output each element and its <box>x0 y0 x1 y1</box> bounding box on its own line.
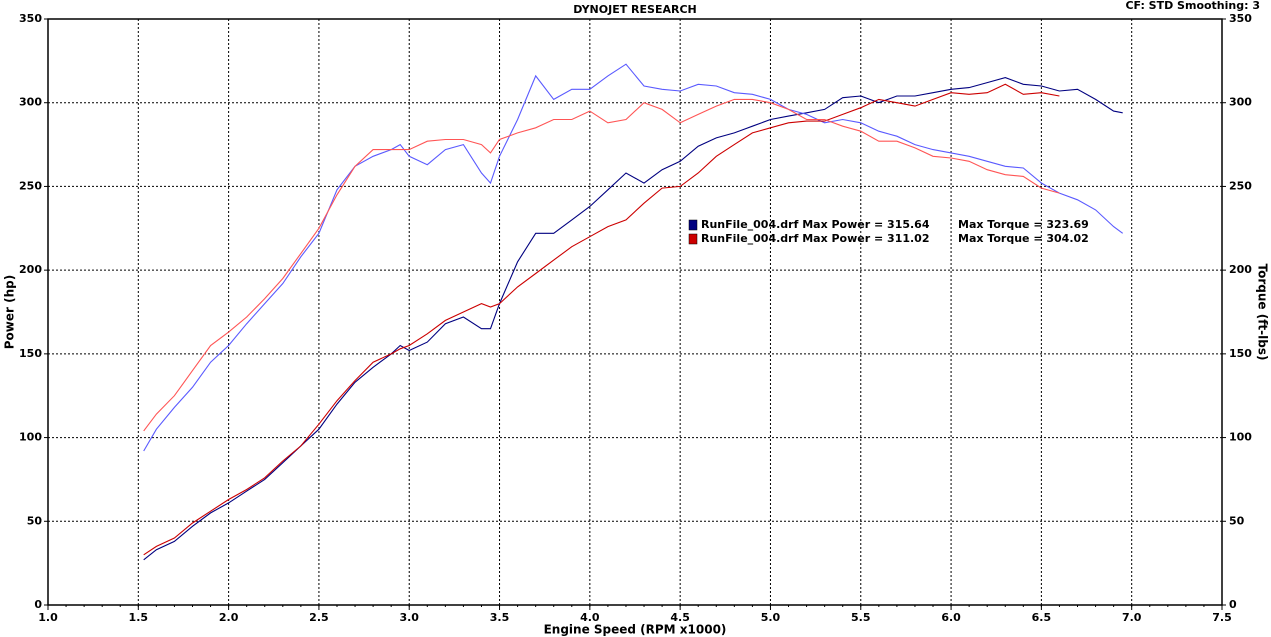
x-tick-label: 1.0 <box>38 611 58 624</box>
y2-tick-label: 100 <box>1229 431 1252 444</box>
y2-tick-label: 200 <box>1229 263 1252 276</box>
legend-label: Max Torque = 304.02 <box>958 232 1089 245</box>
x-tick-label: 6.0 <box>941 611 961 624</box>
y-tick-label: 100 <box>19 431 42 444</box>
y-tick-label: 200 <box>19 263 42 276</box>
x-tick-label: 3.0 <box>399 611 419 624</box>
legend-swatch <box>688 219 698 231</box>
y-tick-label: 150 <box>19 347 42 360</box>
x-tick-label: 4.5 <box>670 611 690 624</box>
y2-tick-label: 150 <box>1229 347 1252 360</box>
y2-tick-label: 50 <box>1229 514 1245 527</box>
y-axis-label: Power (hp) <box>3 275 17 349</box>
legend-label: RunFile_004.drf Max Power = 315.64 <box>701 218 930 231</box>
x-tick-label: 6.5 <box>1032 611 1052 624</box>
y-tick-label: 50 <box>27 514 43 527</box>
y2-axis-label: Torque (ft-lbs) <box>1256 264 1270 361</box>
x-tick-label: 5.5 <box>851 611 871 624</box>
y-tick-label: 0 <box>34 598 42 611</box>
x-tick-label: 5.0 <box>761 611 781 624</box>
series-line <box>143 63 1124 452</box>
chart-title: DYNOJET RESEARCH <box>573 3 696 16</box>
x-tick-label: 3.5 <box>490 611 510 624</box>
series-line <box>143 98 1060 432</box>
series-line <box>143 83 1060 556</box>
legend-label: Max Torque = 323.69 <box>958 218 1089 231</box>
plot-frame <box>47 18 1223 606</box>
x-tick-label: 7.5 <box>1212 611 1232 624</box>
y-tick-label: 300 <box>19 96 42 109</box>
y2-tick-label: 300 <box>1229 96 1252 109</box>
legend-swatch <box>688 233 698 245</box>
y2-tick-label: 250 <box>1229 179 1252 192</box>
x-tick-label: 1.5 <box>129 611 149 624</box>
x-tick-label: 2.0 <box>219 611 239 624</box>
x-axis-label: Engine Speed (RPM x1000) <box>544 623 727 637</box>
chart-subtitle: CF: STD Smoothing: 3 <box>1125 0 1260 12</box>
legend-label: RunFile_004.drf Max Power = 311.02 <box>701 232 930 245</box>
x-tick-label: 2.5 <box>309 611 329 624</box>
y-tick-label: 250 <box>19 179 42 192</box>
y2-tick-label: 0 <box>1229 598 1237 611</box>
x-tick-label: 4.0 <box>580 611 600 624</box>
y2-tick-label: 350 <box>1229 12 1252 25</box>
x-tick-label: 7.0 <box>1122 611 1142 624</box>
series-line <box>143 77 1123 561</box>
y-tick-label: 350 <box>19 12 42 25</box>
